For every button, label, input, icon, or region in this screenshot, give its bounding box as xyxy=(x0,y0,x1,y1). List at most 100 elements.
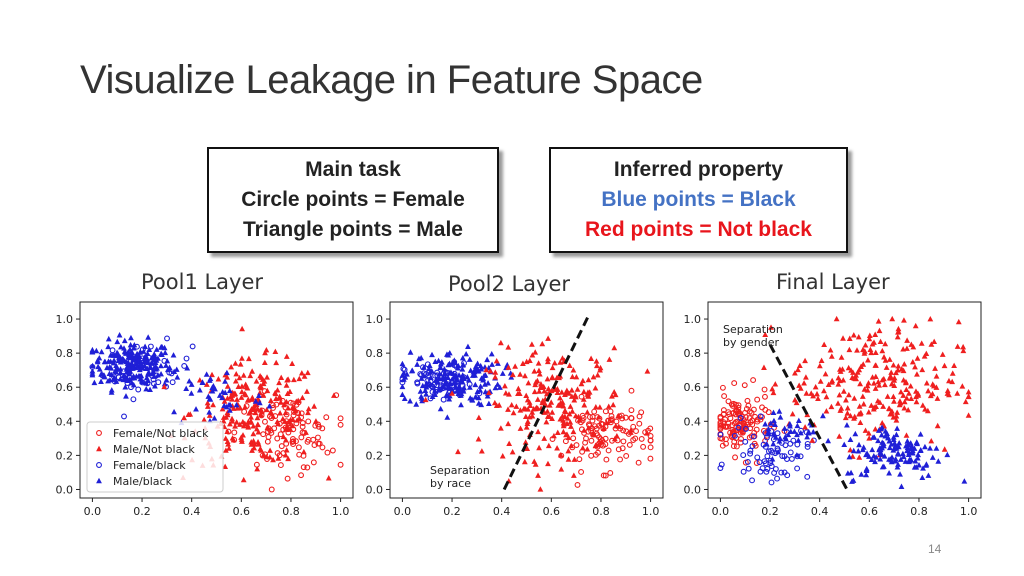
data-point xyxy=(895,442,902,449)
data-point xyxy=(647,444,654,451)
data-point xyxy=(224,438,231,445)
data-point xyxy=(898,483,905,489)
data-point xyxy=(934,422,941,429)
data-point xyxy=(620,438,627,445)
legend-marker xyxy=(96,430,102,436)
data-point xyxy=(549,374,556,381)
data-point xyxy=(894,425,901,431)
data-point xyxy=(904,438,911,444)
data-point xyxy=(857,410,864,417)
data-point xyxy=(450,374,457,380)
data-point xyxy=(768,479,775,486)
data-point xyxy=(181,363,188,369)
data-point xyxy=(886,438,893,444)
x-tick-label: 0.2 xyxy=(443,505,461,518)
data-point xyxy=(233,401,240,408)
data-point xyxy=(872,373,879,380)
data-point xyxy=(777,414,784,420)
data-point xyxy=(524,445,531,452)
data-point xyxy=(578,468,585,475)
data-point xyxy=(289,360,296,366)
data-point xyxy=(443,392,450,398)
data-point xyxy=(586,414,593,420)
data-point xyxy=(623,452,630,459)
data-point xyxy=(872,426,879,432)
data-point xyxy=(817,378,824,384)
data-point xyxy=(908,456,914,463)
data-point xyxy=(139,346,146,353)
data-point xyxy=(823,408,830,414)
data-point xyxy=(512,363,519,369)
data-point xyxy=(281,401,287,408)
data-point xyxy=(249,408,256,415)
data-point xyxy=(903,443,909,449)
data-point xyxy=(258,374,265,380)
data-point xyxy=(152,356,159,363)
data-point xyxy=(290,441,297,448)
data-point xyxy=(253,426,260,432)
data-point xyxy=(949,370,956,376)
data-point xyxy=(606,356,613,362)
data-point xyxy=(840,335,846,341)
data-point xyxy=(155,372,161,378)
data-point xyxy=(522,406,529,412)
data-point xyxy=(783,436,789,442)
data-point xyxy=(562,391,568,398)
data-point xyxy=(612,425,619,432)
data-point xyxy=(585,376,592,383)
data-point xyxy=(962,398,969,405)
data-point xyxy=(277,410,283,416)
data-point xyxy=(599,437,606,444)
data-point xyxy=(888,369,895,375)
data-point xyxy=(240,432,246,438)
data-point xyxy=(435,357,442,364)
data-point xyxy=(756,459,763,466)
data-point xyxy=(647,455,654,462)
data-point xyxy=(264,374,270,380)
data-point xyxy=(965,412,972,418)
data-point xyxy=(290,438,297,445)
scatter-points xyxy=(399,335,654,492)
separation-label: Separation xyxy=(723,323,783,336)
data-point xyxy=(114,338,121,345)
data-point xyxy=(121,337,128,344)
data-point xyxy=(236,374,243,381)
data-point xyxy=(744,458,751,465)
data-point xyxy=(437,364,444,370)
data-point xyxy=(635,459,642,466)
data-point xyxy=(300,464,307,471)
data-point xyxy=(417,388,424,394)
data-point xyxy=(477,383,484,389)
data-point xyxy=(229,418,236,424)
data-point xyxy=(893,417,900,423)
data-point xyxy=(282,424,289,431)
data-point xyxy=(927,445,933,451)
data-point xyxy=(946,391,952,398)
data-point xyxy=(522,372,528,379)
data-point xyxy=(517,407,524,413)
data-point xyxy=(717,422,724,429)
data-point xyxy=(107,377,113,383)
data-point xyxy=(901,398,908,405)
data-point xyxy=(305,418,312,425)
data-point xyxy=(274,418,281,425)
data-point xyxy=(886,374,893,381)
data-point xyxy=(499,453,506,459)
data-point xyxy=(230,405,237,411)
inferred-property-heading: Inferred property xyxy=(613,158,784,181)
data-point xyxy=(170,352,177,358)
data-point xyxy=(918,340,925,346)
data-point xyxy=(456,392,463,399)
data-point xyxy=(535,472,541,478)
data-point xyxy=(602,408,609,415)
data-point xyxy=(465,343,471,350)
data-point xyxy=(546,402,553,408)
data-point xyxy=(304,388,310,394)
data-point xyxy=(588,428,595,434)
data-point xyxy=(284,390,291,397)
data-point xyxy=(787,428,794,435)
page-number: 14 xyxy=(928,542,942,556)
data-point xyxy=(188,381,195,387)
data-point xyxy=(422,396,429,403)
data-point xyxy=(864,382,871,389)
